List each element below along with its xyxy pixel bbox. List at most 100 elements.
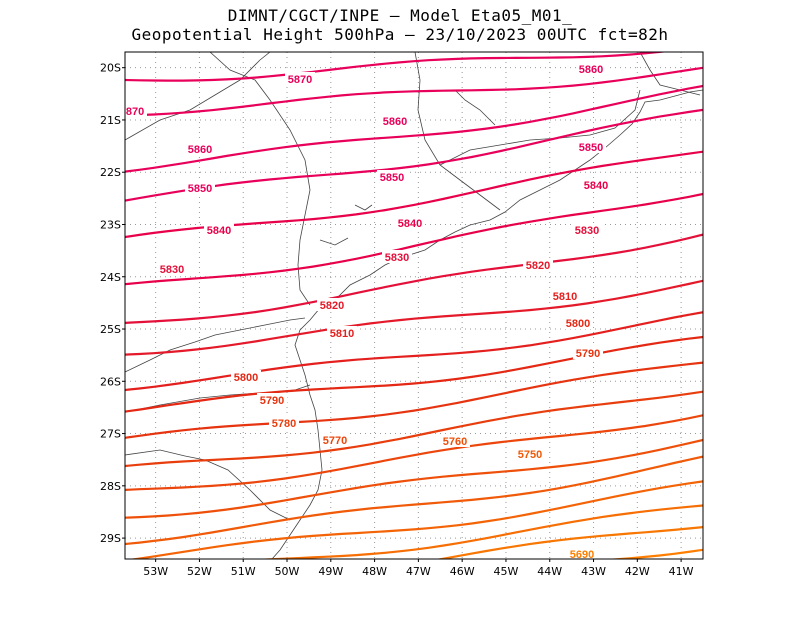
contour-line	[125, 66, 703, 117]
plot-frame	[124, 51, 704, 560]
contour-label-bg	[581, 178, 611, 191]
contour-label: 5840	[207, 225, 231, 237]
contour-label-bg	[380, 114, 410, 127]
lon-tick-label: 52W	[187, 565, 212, 578]
lat-tick-label: 28S	[100, 480, 121, 493]
contour-label: 5770	[323, 435, 347, 447]
contour-label-bg	[125, 104, 147, 117]
contour-label-bg	[395, 216, 425, 229]
lon-tick-label: 41W	[669, 565, 694, 578]
lon-tick-label: 48W	[362, 565, 387, 578]
contour-label: 5810	[330, 328, 354, 340]
contour-line	[125, 361, 703, 439]
contour-label-bg	[285, 72, 315, 85]
contour-line	[125, 108, 703, 202]
contour-labels: 5870 5870 5860 5860 5860 5850 5850 5850 5840 5840…	[120, 62, 611, 561]
contour-label-bg	[257, 393, 287, 406]
contour-label-bg	[320, 433, 350, 446]
lon-tick-label: 47W	[406, 565, 431, 578]
contour-label: 5790	[576, 348, 600, 360]
lat-tick-label: 27S	[100, 428, 121, 441]
contour-label: 5760	[443, 436, 467, 448]
contour-label-bg	[576, 62, 606, 75]
lat-tick-label: 20S	[100, 62, 121, 75]
contour-label-bg	[515, 447, 545, 460]
contour-label-bg	[550, 289, 580, 302]
height-contours	[125, 52, 703, 559]
contour-line	[125, 414, 703, 491]
contour-label: 5830	[160, 264, 184, 276]
contour-label-bg	[440, 434, 470, 447]
contour-label-bg	[523, 258, 553, 271]
contour-label: 5810	[553, 291, 577, 303]
contour-line	[125, 192, 703, 286]
contour-label: 5860	[579, 64, 603, 76]
lon-tick-label: 50W	[275, 565, 300, 578]
contour-label-bg	[327, 326, 357, 339]
lon-tick-label: 49W	[318, 565, 343, 578]
lon-tick-label: 46W	[450, 565, 475, 578]
contour-line	[125, 279, 703, 356]
contour-label: 5820	[320, 300, 344, 312]
contour-line	[125, 438, 703, 519]
contour-label: 5850	[188, 183, 212, 195]
contour-label-bg	[204, 223, 234, 236]
lat-tick-label: 23S	[100, 218, 121, 231]
contour-label: 5870	[120, 106, 144, 118]
contour-label: 5830	[385, 252, 409, 264]
contour-line	[125, 52, 669, 82]
lon-tick-label: 42W	[625, 565, 650, 578]
contour-label-bg	[382, 250, 412, 263]
contour-label-bg	[317, 298, 347, 311]
contour-line	[255, 504, 703, 559]
lat-tick-label: 26S	[100, 375, 121, 388]
lat-tick-label: 21S	[100, 114, 121, 127]
contour-line	[435, 526, 703, 559]
chart-title-line-2: Geopotential Height 500hPa – 23/10/2023 …	[131, 25, 669, 44]
lat-tick-label: 29S	[100, 532, 121, 545]
contour-label-bg	[185, 181, 215, 194]
contour-label: 5840	[584, 180, 608, 192]
contour-label: 5800	[566, 318, 590, 330]
lat-tick-label: 24S	[100, 271, 121, 284]
contour-line	[125, 335, 703, 413]
lon-tick-label: 53W	[143, 565, 168, 578]
contour-line	[125, 233, 703, 324]
contour-label: 5780	[272, 418, 296, 430]
contour-label: 5750	[518, 449, 542, 461]
contour-label: 5790	[260, 395, 284, 407]
contour-label: 5800	[234, 372, 258, 384]
axis-ticks: 20S 21S 22S 23S 24S 25S 26S 27S 28S 29S 53W 52W 51W 5…	[100, 62, 694, 578]
contour-line	[125, 390, 703, 468]
contour-label: 5870	[288, 74, 312, 86]
contour-label-bg	[563, 316, 593, 329]
contour-line	[125, 311, 703, 392]
contour-label: 5850	[380, 172, 404, 184]
contour-label-bg	[231, 370, 261, 383]
contour-label: 5850	[579, 142, 603, 154]
contour-line	[128, 480, 703, 559]
contour-label-bg	[185, 142, 215, 155]
lat-tick-label: 25S	[100, 323, 121, 336]
contour-label-bg	[572, 223, 602, 236]
lon-tick-label: 51W	[231, 565, 256, 578]
lon-tick-label: 44W	[537, 565, 562, 578]
contour-label-bg	[157, 262, 187, 275]
chart-title-line-1: DIMNT/CGCT/INPE – Model Eta05_M01_	[227, 6, 573, 25]
coastline-and-borders	[125, 52, 703, 559]
contour-label: 5860	[188, 144, 212, 156]
contour-label: 5840	[398, 218, 422, 230]
contour-label-bg	[269, 416, 299, 429]
lon-tick-label: 45W	[494, 565, 519, 578]
contour-label-bg	[576, 140, 606, 153]
contour-label: 5830	[575, 225, 599, 237]
contour-label-bg	[567, 547, 597, 559]
contour-label-bg	[377, 170, 407, 183]
contour-label: 5690	[570, 549, 594, 561]
contour-label-bg	[573, 346, 603, 359]
lat-tick-label: 22S	[100, 166, 121, 179]
contour-line	[125, 84, 703, 173]
lat-lon-grid	[125, 52, 703, 559]
contour-label: 5820	[526, 260, 550, 272]
